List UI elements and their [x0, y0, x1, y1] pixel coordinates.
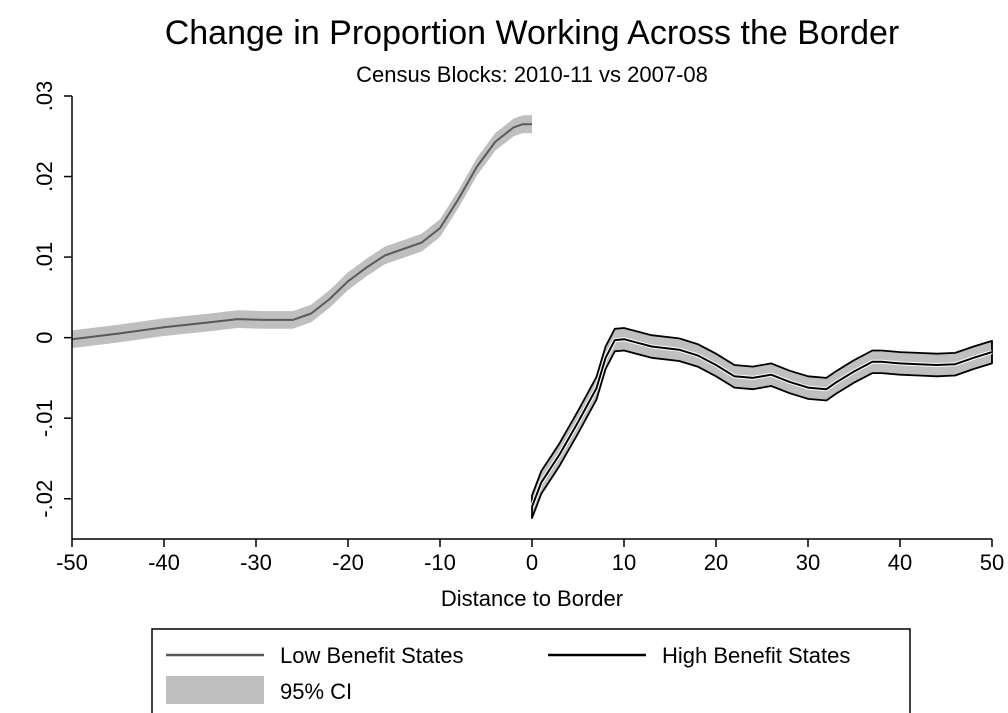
ci-bands — [72, 115, 993, 519]
x-tick-label: 30 — [796, 550, 820, 575]
x-tick-label: 0 — [526, 550, 538, 575]
x-tick-label: 10 — [612, 550, 636, 575]
x-tick-label: -40 — [148, 550, 180, 575]
legend-swatch-ci — [166, 676, 264, 704]
series-line-low — [71, 123, 532, 341]
legend-label-ci: 95% CI — [280, 679, 352, 704]
x-tick-label: 40 — [888, 550, 912, 575]
plot-area — [71, 115, 993, 519]
x-tick-label: 50 — [980, 550, 1004, 575]
legend-label-high: High Benefit States — [662, 643, 850, 668]
y-tick-label: -.02 — [32, 480, 57, 518]
x-tick-label: -50 — [56, 550, 88, 575]
x-tick-label: -10 — [424, 550, 456, 575]
y-ticks: -.02 -.01 0 .01 .02 .03 — [32, 81, 72, 518]
y-tick-label: 0 — [32, 332, 57, 344]
legend: Low Benefit States High Benefit States 9… — [151, 628, 911, 713]
y-tick-label: .03 — [32, 81, 57, 112]
series-lines — [71, 123, 993, 508]
y-tick-label: .02 — [32, 161, 57, 192]
ci-band-low — [72, 115, 532, 349]
legend-label-low: Low Benefit States — [280, 643, 463, 668]
y-tick-label: -.01 — [32, 399, 57, 437]
y-tick-label: .01 — [32, 242, 57, 273]
chart-subtitle: Census Blocks: 2010-11 vs 2007-08 — [356, 62, 708, 87]
chart-title: Change in Proportion Working Across the … — [165, 14, 900, 52]
ci-band-high — [531, 327, 993, 519]
x-ticks: -50 -40 -30 -20 -10 0 10 20 30 40 50 — [56, 539, 1004, 575]
legend-box — [151, 628, 911, 713]
x-tick-label: -20 — [332, 550, 364, 575]
x-axis-title: Distance to Border — [441, 586, 623, 611]
x-tick-label: 20 — [704, 550, 728, 575]
series-line-high — [531, 338, 993, 508]
x-tick-label: -30 — [240, 550, 272, 575]
